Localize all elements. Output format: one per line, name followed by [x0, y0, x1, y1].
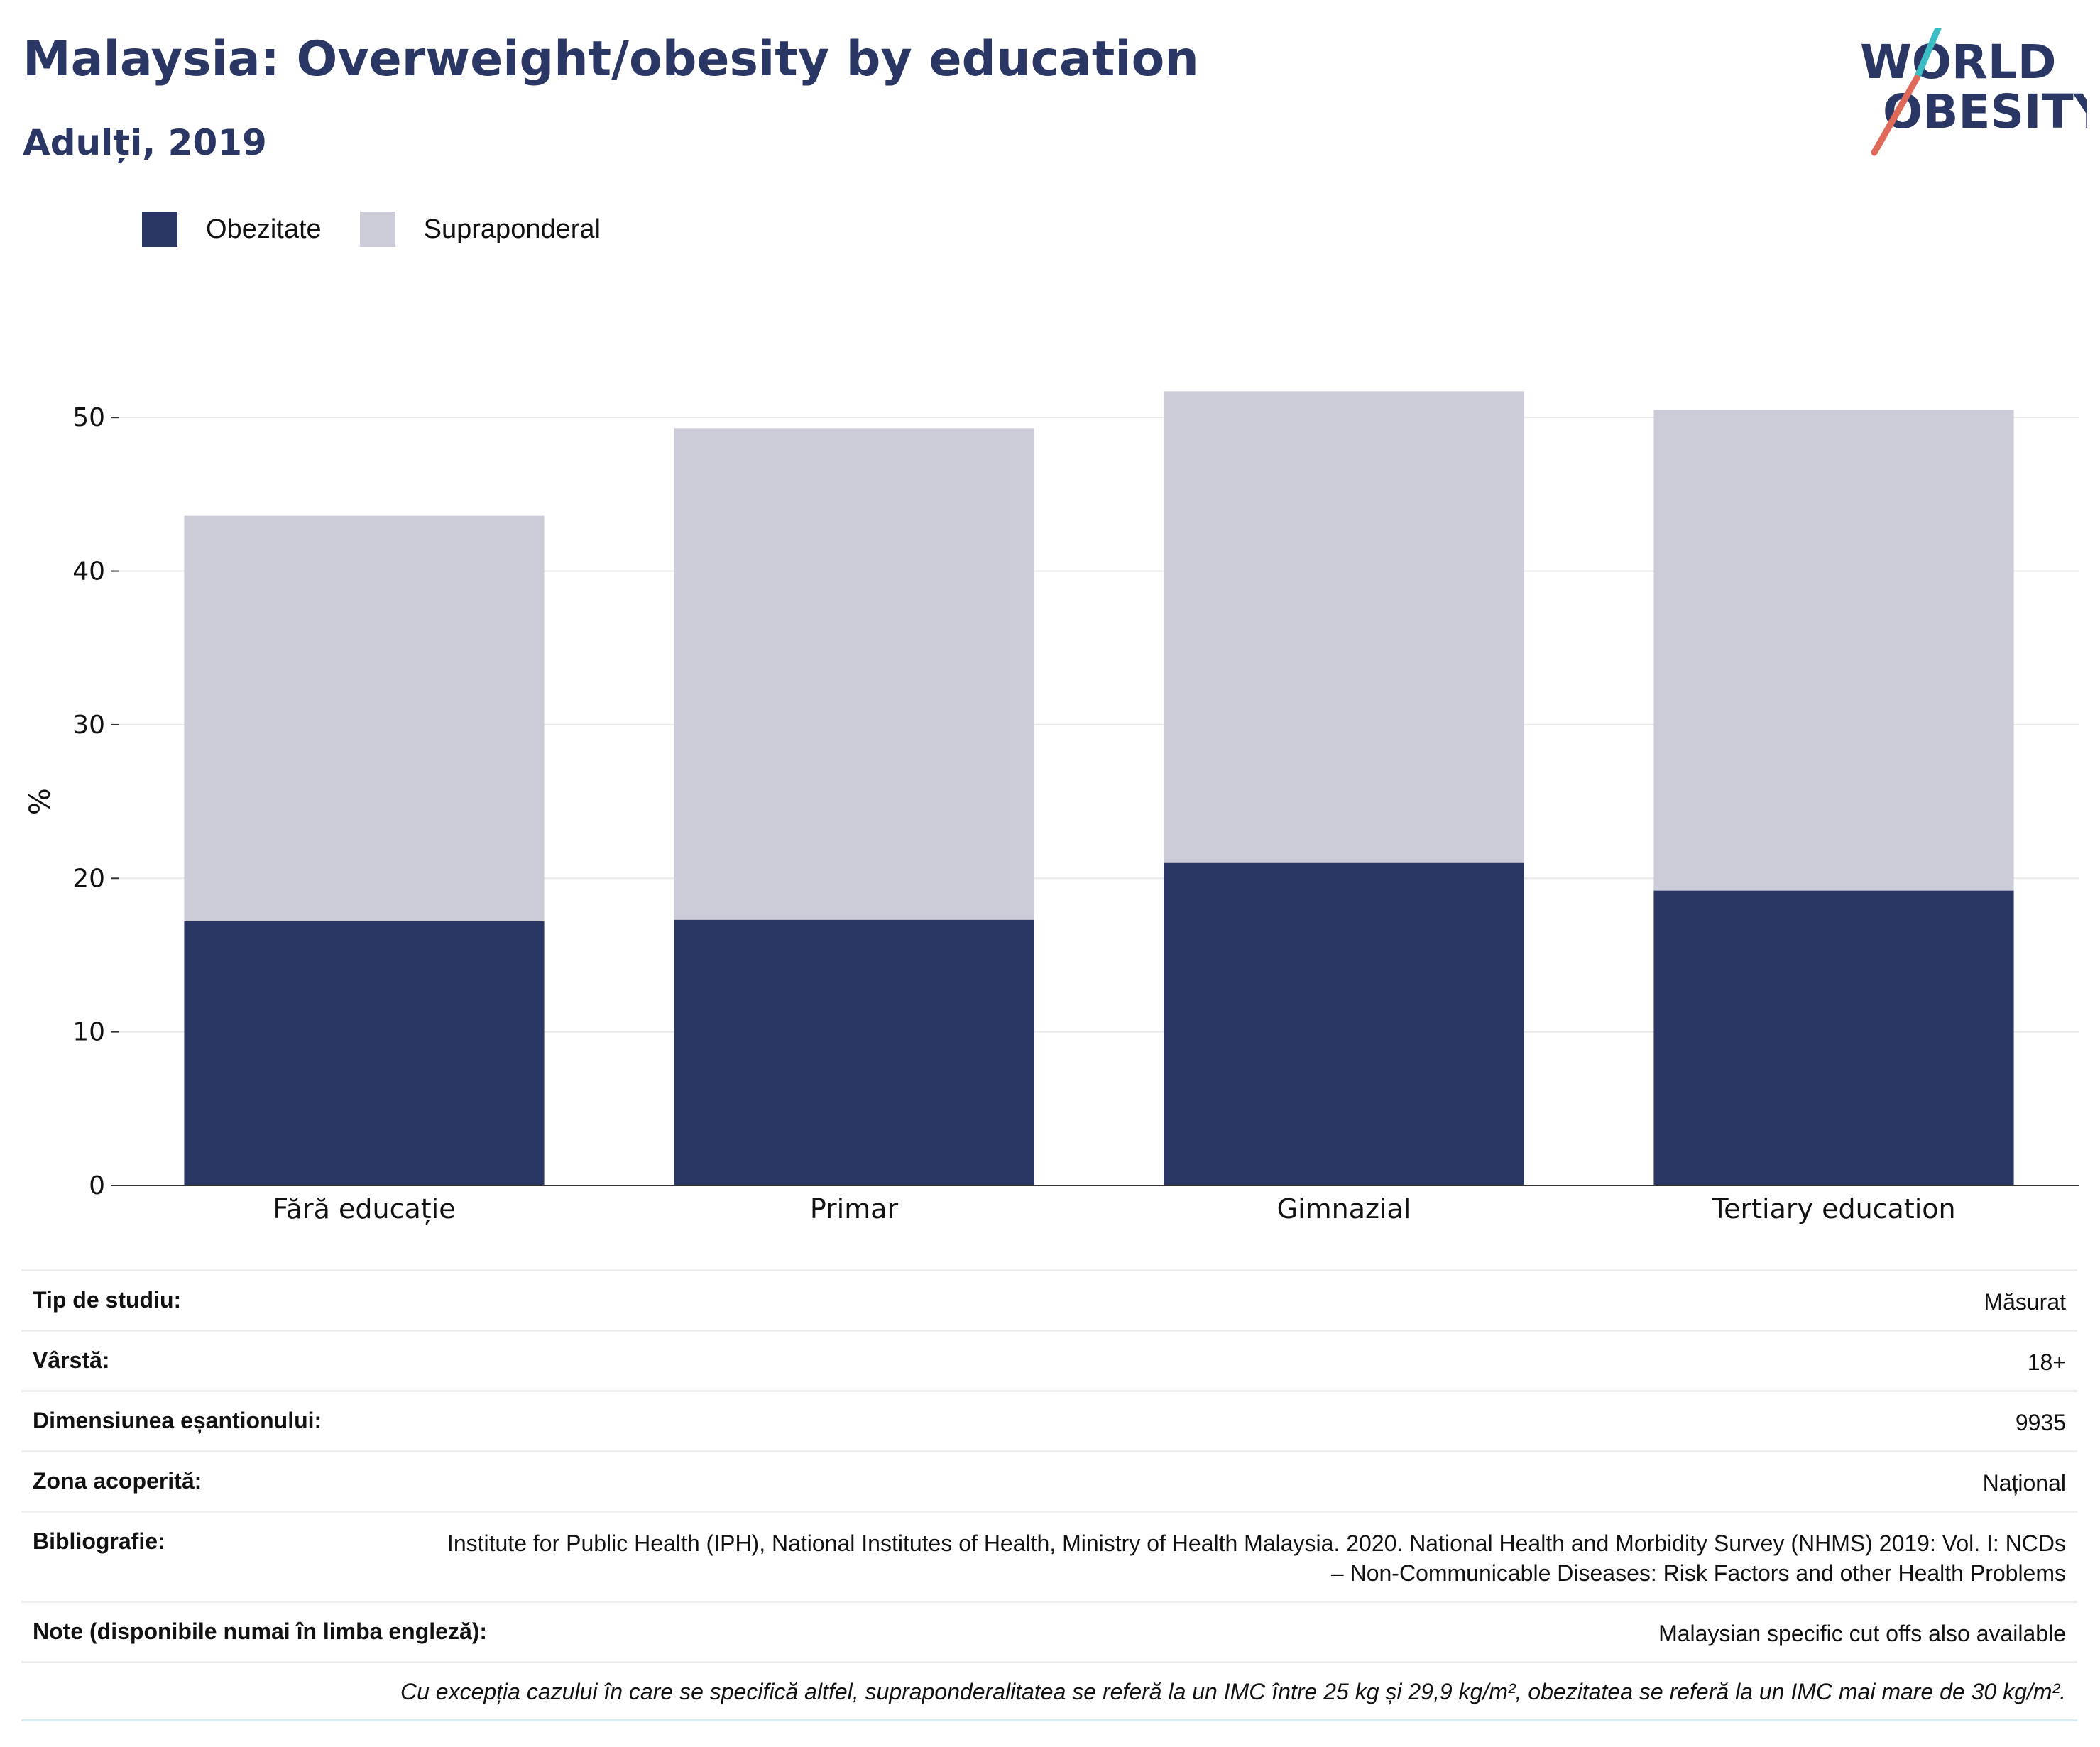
- meta-row-sample-size: Dimensiunea eșantionului: 9935: [21, 1390, 2077, 1450]
- legend-swatch-supraponderal: [359, 212, 395, 247]
- page-subtitle: Adulți, 2019: [23, 122, 267, 163]
- bar-obezitate: [184, 921, 545, 1185]
- y-tick-label: 50: [72, 403, 105, 432]
- bar-supraponderal: [184, 515, 545, 921]
- meta-value: 18+: [2027, 1349, 2066, 1375]
- legend-item-obezitate[interactable]: Obezitate: [142, 212, 322, 247]
- meta-key: Bibliografie:: [33, 1528, 165, 1554]
- chart-legend: Obezitate Supraponderal: [142, 212, 639, 247]
- meta-key: Vârstă:: [33, 1347, 110, 1373]
- meta-row-study-type: Tip de studiu: Măsurat: [21, 1269, 2077, 1330]
- world-obesity-logo: WORLD OBESITY: [1860, 28, 2087, 156]
- legend-label-supraponderal: Supraponderal: [423, 214, 601, 244]
- footnote: Cu excepția cazului în care se specifică…: [21, 1661, 2077, 1721]
- x-tick-label: Fără educație: [273, 1193, 455, 1225]
- y-tick-label: 10: [72, 1018, 105, 1047]
- y-tick-label: 30: [72, 711, 105, 740]
- bar-obezitate: [1164, 862, 1524, 1185]
- meta-key: Zona acoperită:: [33, 1468, 202, 1494]
- meta-value: Măsurat: [1984, 1289, 2066, 1315]
- meta-key: Note (disponibile numai în limba engleză…: [33, 1619, 488, 1644]
- meta-value: Malaysian specific cut offs also availab…: [1658, 1621, 2066, 1646]
- bar-supraponderal: [674, 428, 1034, 920]
- y-tick-label: 20: [72, 864, 105, 893]
- meta-row-area: Zona acoperită: Național: [21, 1450, 2077, 1511]
- bar-supraponderal: [1653, 410, 2014, 891]
- bar-obezitate: [1653, 890, 2014, 1185]
- logo-line2: OBESITY: [1883, 84, 2087, 139]
- meta-row-notes: Note (disponibile numai în limba engleză…: [21, 1601, 2077, 1661]
- bar-supraponderal: [1164, 391, 1524, 863]
- y-tick-label: 40: [72, 557, 105, 586]
- logo-line1: WORLD: [1860, 35, 2057, 89]
- y-axis-label: %: [24, 788, 57, 815]
- meta-row-age: Vârstă: 18+: [21, 1330, 2077, 1390]
- legend-item-supraponderal[interactable]: Supraponderal: [359, 212, 601, 247]
- meta-value: Național: [1982, 1470, 2066, 1496]
- meta-key: Dimensiunea eșantionului:: [33, 1408, 322, 1433]
- stacked-bar-chart: 0 10 20 30 40 50% Fără educație Primar Gimnazial…: [24, 391, 2079, 1225]
- x-tick-label: Gimnazial: [1277, 1193, 1411, 1225]
- meta-value: 9935: [2015, 1410, 2066, 1435]
- x-tick-label: Primar: [810, 1193, 899, 1225]
- y-tick-label: 0: [89, 1171, 105, 1200]
- metadata-table: Tip de studiu: Măsurat Vârstă: 18+ Dimen…: [21, 1269, 2077, 1721]
- legend-swatch-obezitate: [142, 212, 177, 247]
- meta-key: Tip de studiu:: [33, 1287, 182, 1313]
- legend-label-obezitate: Obezitate: [206, 214, 322, 244]
- meta-value: Institute for Public Health (IPH), Natio…: [447, 1530, 2066, 1586]
- page-title: Malaysia: Overweight/obesity by educatio…: [23, 31, 1199, 87]
- meta-row-bibliography: Bibliografie: Institute for Public Healt…: [21, 1511, 2077, 1601]
- bar-obezitate: [674, 919, 1034, 1185]
- x-tick-label: Tertiary education: [1711, 1193, 1955, 1225]
